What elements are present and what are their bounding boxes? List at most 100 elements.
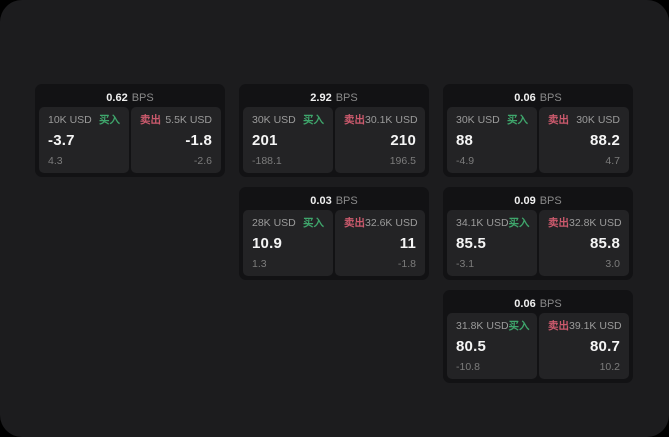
- sell-amount: 32.6K USD: [365, 217, 418, 229]
- sell-panel-top: 卖出 30.1K USD: [344, 114, 418, 126]
- bps-unit-label: BPS: [539, 91, 562, 104]
- sell-change: 3.0: [605, 258, 620, 270]
- buy-amount: 10K USD: [48, 114, 92, 126]
- sell-price: 80.7: [590, 338, 620, 355]
- sell-label: 卖出: [344, 217, 365, 229]
- card-header: 0.09 BPS: [447, 191, 629, 210]
- sell-panel[interactable]: 卖出 30K USD 88.2 4.7: [539, 107, 629, 173]
- quote-card[interactable]: 0.62 BPS 10K USD 买入 -3.7 4.3 卖出: [35, 84, 225, 177]
- buy-panel-top: 30K USD 买入: [456, 114, 528, 126]
- buy-panel[interactable]: 31.8K USD 买入 80.5 -10.8: [447, 313, 537, 379]
- sell-amount: 30.1K USD: [365, 114, 418, 126]
- buy-panel-top: 28K USD 买入: [252, 217, 324, 229]
- sell-label: 卖出: [548, 114, 569, 126]
- buy-panel-top: 31.8K USD 买入: [456, 320, 530, 332]
- sell-panel-top: 卖出 30K USD: [548, 114, 620, 126]
- card-header: 0.62 BPS: [39, 88, 221, 107]
- card-header: 2.92 BPS: [243, 88, 425, 107]
- buy-change: -10.8: [456, 361, 480, 373]
- bps-unit-label: BPS: [335, 91, 358, 104]
- sell-price: 85.8: [590, 235, 620, 252]
- sell-price: -1.8: [185, 132, 212, 149]
- quote-card[interactable]: 0.09 BPS 34.1K USD 买入 85.5 -3.1 卖出: [443, 187, 633, 280]
- card-body: 30K USD 买入 201 -188.1 卖出 30.1K USD 210 1…: [243, 107, 425, 173]
- buy-panel[interactable]: 30K USD 买入 88 -4.9: [447, 107, 537, 173]
- buy-panel-top: 34.1K USD 买入: [456, 217, 530, 229]
- buy-change: -3.1: [456, 258, 475, 270]
- buy-amount: 31.8K USD: [456, 320, 509, 332]
- sell-panel[interactable]: 卖出 39.1K USD 80.7 10.2: [539, 313, 629, 379]
- buy-label: 买入: [99, 114, 120, 126]
- sell-panel-top: 卖出 32.6K USD: [344, 217, 418, 229]
- sell-amount: 32.8K USD: [569, 217, 622, 229]
- bps-value: 2.92: [310, 91, 332, 104]
- buy-change: -188.1: [252, 155, 282, 167]
- sell-panel[interactable]: 卖出 32.6K USD 11 -1.8: [335, 210, 425, 276]
- buy-label: 买入: [507, 114, 528, 126]
- buy-price: 10.9: [252, 235, 282, 252]
- buy-price: 80.5: [456, 338, 486, 355]
- buy-amount: 34.1K USD: [456, 217, 509, 229]
- sell-price: 210: [390, 132, 416, 149]
- buy-change: -4.9: [456, 155, 475, 167]
- bps-unit-label: BPS: [539, 194, 562, 207]
- buy-label: 买入: [508, 217, 530, 229]
- buy-change: 1.3: [252, 258, 267, 270]
- sell-price: 88.2: [590, 132, 620, 149]
- sell-change: 196.5: [389, 155, 416, 167]
- buy-panel[interactable]: 28K USD 买入 10.9 1.3: [243, 210, 333, 276]
- card-body: 28K USD 买入 10.9 1.3 卖出 32.6K USD 11 -1.8: [243, 210, 425, 276]
- bps-value: 0.06: [514, 297, 536, 310]
- bps-value: 0.06: [514, 91, 536, 104]
- buy-panel[interactable]: 30K USD 买入 201 -188.1: [243, 107, 333, 173]
- sell-panel-top: 卖出 32.8K USD: [548, 217, 622, 229]
- buy-label: 买入: [303, 114, 324, 126]
- card-header: 0.06 BPS: [447, 88, 629, 107]
- sell-price: 11: [399, 235, 416, 252]
- sell-amount: 5.5K USD: [165, 114, 212, 126]
- buy-amount: 30K USD: [456, 114, 500, 126]
- sell-panel[interactable]: 卖出 30.1K USD 210 196.5: [335, 107, 425, 173]
- buy-amount: 28K USD: [252, 217, 296, 229]
- buy-panel-top: 30K USD 买入: [252, 114, 324, 126]
- buy-price: 201: [252, 132, 278, 149]
- bps-unit-label: BPS: [539, 297, 562, 310]
- sell-amount: 39.1K USD: [569, 320, 622, 332]
- sell-change: 10.2: [599, 361, 620, 373]
- sell-panel-top: 卖出 5.5K USD: [140, 114, 212, 126]
- card-header: 0.03 BPS: [243, 191, 425, 210]
- sell-panel[interactable]: 卖出 32.8K USD 85.8 3.0: [539, 210, 629, 276]
- quote-card[interactable]: 0.06 BPS 31.8K USD 买入 80.5 -10.8 卖: [443, 290, 633, 383]
- quote-card[interactable]: 0.03 BPS 28K USD 买入 10.9 1.3 卖出: [239, 187, 429, 280]
- bps-unit-label: BPS: [131, 91, 154, 104]
- sell-label: 卖出: [140, 114, 161, 126]
- buy-label: 买入: [303, 217, 324, 229]
- card-body: 34.1K USD 买入 85.5 -3.1 卖出 32.8K USD 85.8…: [447, 210, 629, 276]
- bps-value: 0.62: [106, 91, 128, 104]
- card-body: 30K USD 买入 88 -4.9 卖出 30K USD 88.2 4.7: [447, 107, 629, 173]
- bps-value: 0.09: [514, 194, 536, 207]
- buy-price: 85.5: [456, 235, 486, 252]
- buy-label: 买入: [508, 320, 530, 332]
- card-body: 31.8K USD 买入 80.5 -10.8 卖出 39.1K USD 80.…: [447, 313, 629, 379]
- sell-change: -2.6: [193, 155, 212, 167]
- buy-panel[interactable]: 10K USD 买入 -3.7 4.3: [39, 107, 129, 173]
- sell-panel-top: 卖出 39.1K USD: [548, 320, 622, 332]
- buy-change: 4.3: [48, 155, 63, 167]
- bps-unit-label: BPS: [335, 194, 358, 207]
- sell-amount: 30K USD: [576, 114, 620, 126]
- quote-card[interactable]: 0.06 BPS 30K USD 买入 88 -4.9 卖出: [443, 84, 633, 177]
- sell-change: -1.8: [397, 258, 416, 270]
- quote-card[interactable]: 2.92 BPS 30K USD 买入 201 -188.1 卖出: [239, 84, 429, 177]
- quote-card-grid: 0.62 BPS 10K USD 买入 -3.7 4.3 卖出: [35, 84, 633, 383]
- buy-panel[interactable]: 34.1K USD 买入 85.5 -3.1: [447, 210, 537, 276]
- sell-label: 卖出: [344, 114, 365, 126]
- sell-panel[interactable]: 卖出 5.5K USD -1.8 -2.6: [131, 107, 221, 173]
- card-header: 0.06 BPS: [447, 294, 629, 313]
- buy-price: -3.7: [48, 132, 75, 149]
- card-body: 10K USD 买入 -3.7 4.3 卖出 5.5K USD -1.8 -2.…: [39, 107, 221, 173]
- buy-panel-top: 10K USD 买入: [48, 114, 120, 126]
- sell-label: 卖出: [548, 320, 569, 332]
